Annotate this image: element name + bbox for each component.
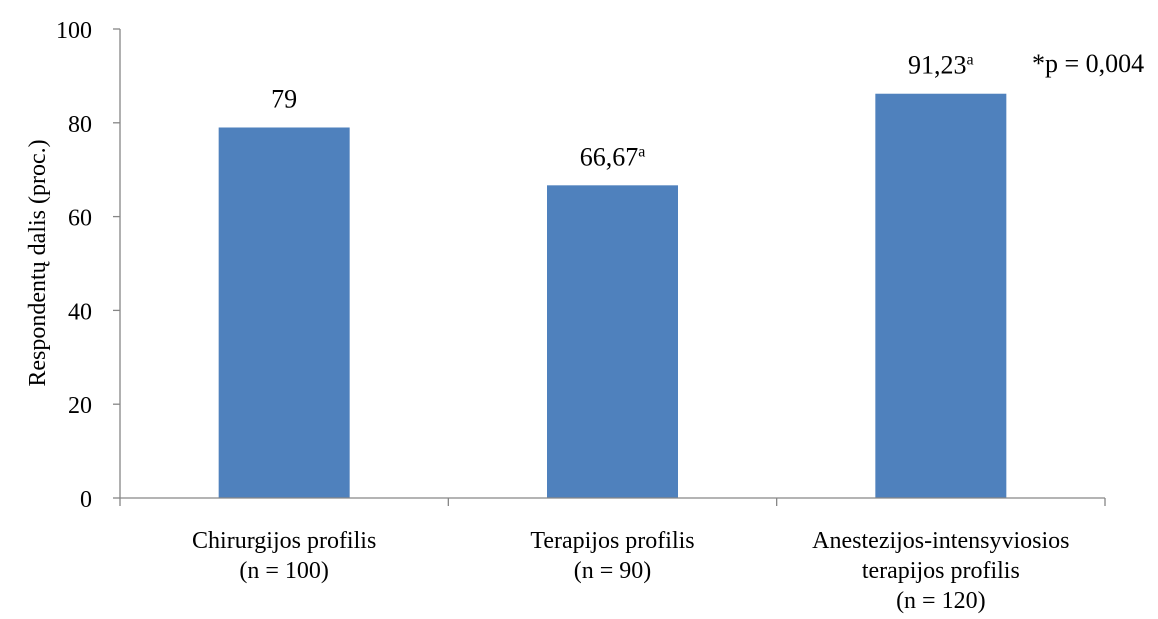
p-value-annotation: *p = 0,004 xyxy=(1032,49,1144,78)
data-label: 66,67a xyxy=(580,142,646,171)
x-axis: Chirurgijos profilis (n = 100) Terapijos p… xyxy=(119,497,1106,614)
y-tick-label: 100 xyxy=(56,18,92,44)
category-label: Anestezijos-intensyviosios terapijos prof… xyxy=(812,528,1069,614)
y-tick-label: 80 xyxy=(68,112,92,138)
y-axis: 0 20 40 60 80 100 xyxy=(56,18,121,513)
category-label: Terapijos profilis (n = 90) xyxy=(530,528,694,584)
y-axis-title: Respondentų dalis (proc.) xyxy=(25,139,51,386)
data-label: 91,23a xyxy=(908,51,974,80)
y-tick-label: 0 xyxy=(80,487,92,513)
bar xyxy=(547,185,678,499)
bar xyxy=(875,93,1007,499)
bar xyxy=(218,127,350,499)
y-tick-label: 60 xyxy=(68,206,92,232)
y-tick-label: 40 xyxy=(68,299,92,325)
y-tick-label: 20 xyxy=(68,393,92,419)
data-label: 79 xyxy=(271,84,297,113)
bars: 79 66,67a 91,23a xyxy=(218,51,1007,499)
category-label: Chirurgijos profilis (n = 100) xyxy=(192,528,376,584)
